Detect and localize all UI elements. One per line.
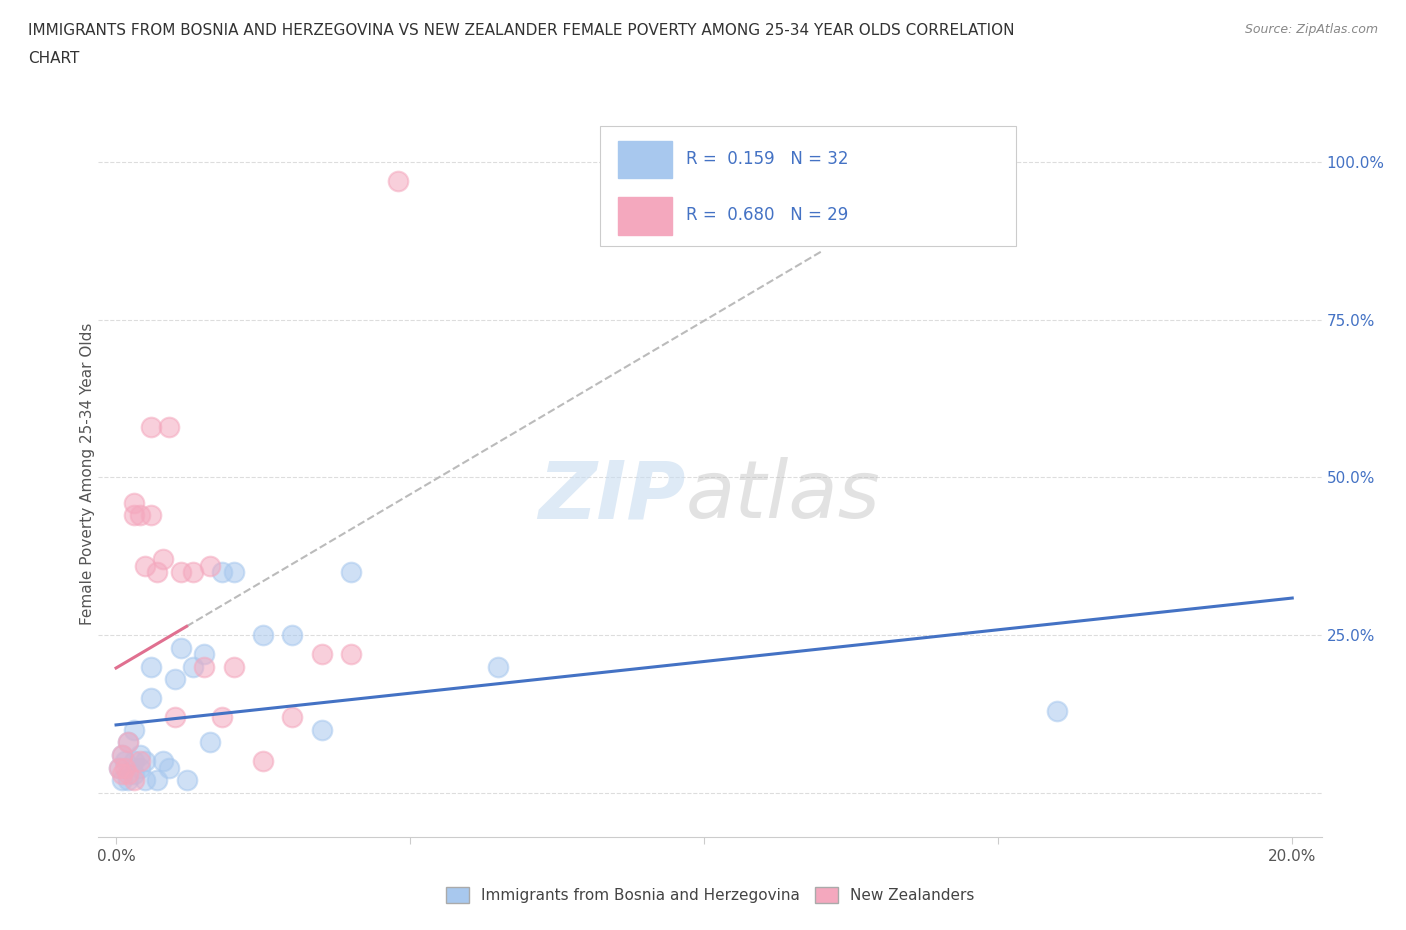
Point: [111, 748, 134, 763]
Point: [252, 754, 274, 769]
Point: [111, 748, 134, 763]
Point: [122, 723, 145, 737]
Point: [486, 659, 509, 674]
Point: [117, 735, 139, 750]
Point: [146, 773, 169, 788]
Point: [122, 508, 145, 523]
Point: [108, 760, 131, 775]
Point: [387, 174, 409, 189]
FancyBboxPatch shape: [619, 140, 672, 179]
Point: [111, 773, 134, 788]
Point: [311, 723, 333, 737]
Point: [281, 710, 304, 724]
Point: [141, 659, 163, 674]
Y-axis label: Female Poverty Among 25-34 Year Olds: Female Poverty Among 25-34 Year Olds: [80, 323, 94, 626]
Point: [163, 671, 186, 686]
Point: [134, 754, 156, 769]
Point: [152, 552, 174, 567]
Point: [117, 766, 139, 781]
Text: IMMIGRANTS FROM BOSNIA AND HERZEGOVINA VS NEW ZEALANDER FEMALE POVERTY AMONG 25-: IMMIGRANTS FROM BOSNIA AND HERZEGOVINA V…: [28, 23, 1015, 38]
Point: [222, 565, 245, 579]
Point: [141, 419, 163, 434]
Point: [193, 646, 215, 661]
Point: [181, 565, 204, 579]
Point: [340, 646, 363, 661]
Text: CHART: CHART: [28, 51, 80, 66]
Point: [141, 691, 163, 706]
Point: [146, 565, 169, 579]
Point: [134, 773, 156, 788]
Point: [340, 565, 363, 579]
Point: [157, 419, 180, 434]
Point: [252, 628, 274, 643]
Point: [193, 659, 215, 674]
Point: [141, 508, 163, 523]
Text: R =  0.159   N = 32: R = 0.159 N = 32: [686, 150, 848, 167]
Text: ZIP: ZIP: [538, 457, 686, 535]
Point: [108, 760, 131, 775]
Text: R =  0.680   N = 29: R = 0.680 N = 29: [686, 206, 848, 224]
Text: Source: ZipAtlas.com: Source: ZipAtlas.com: [1244, 23, 1378, 36]
Point: [122, 496, 145, 511]
Point: [117, 735, 139, 750]
Point: [111, 766, 134, 781]
Point: [128, 748, 150, 763]
Point: [122, 754, 145, 769]
Point: [152, 754, 174, 769]
Point: [170, 641, 193, 656]
Point: [128, 760, 150, 775]
Point: [176, 773, 198, 788]
Point: [211, 710, 233, 724]
Point: [122, 766, 145, 781]
Point: [128, 754, 150, 769]
Point: [222, 659, 245, 674]
Point: [211, 565, 233, 579]
Point: [181, 659, 204, 674]
Text: atlas: atlas: [686, 457, 880, 535]
Point: [170, 565, 193, 579]
Point: [198, 558, 221, 573]
Point: [114, 760, 136, 775]
Point: [114, 754, 136, 769]
FancyBboxPatch shape: [619, 197, 672, 235]
FancyBboxPatch shape: [600, 126, 1015, 246]
Point: [134, 558, 156, 573]
Point: [1046, 703, 1069, 718]
Point: [157, 760, 180, 775]
Point: [122, 773, 145, 788]
Point: [311, 646, 333, 661]
Point: [128, 508, 150, 523]
Legend: Immigrants from Bosnia and Herzegovina, New Zealanders: Immigrants from Bosnia and Herzegovina, …: [440, 881, 980, 910]
Point: [198, 735, 221, 750]
Point: [163, 710, 186, 724]
Point: [281, 628, 304, 643]
Point: [117, 773, 139, 788]
